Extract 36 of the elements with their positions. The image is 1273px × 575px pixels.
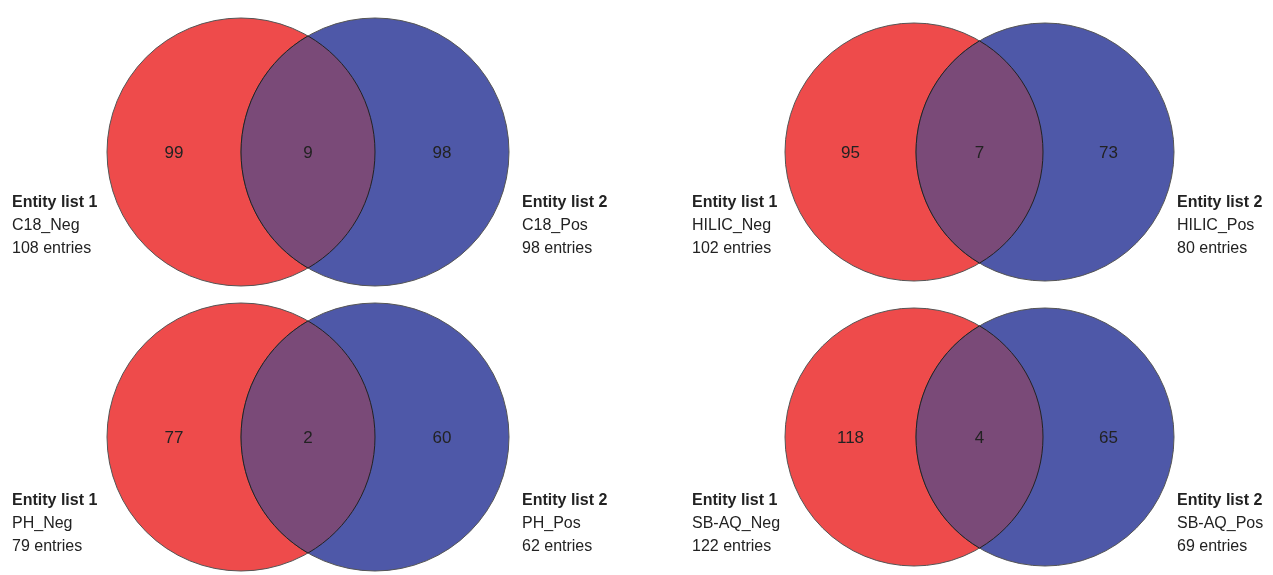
text: HILIC_Pos	[1177, 215, 1255, 234]
text: Entity list 2	[522, 192, 608, 210]
data-label: 99	[164, 142, 184, 162]
data-label: 73	[1099, 142, 1118, 162]
text: 69 entries	[1177, 536, 1248, 554]
text: 108 entries	[12, 238, 92, 256]
text: Entity list 1	[12, 490, 98, 508]
text: 98 entries	[522, 238, 593, 256]
text: SB-AQ_Pos	[1177, 513, 1264, 532]
text: Entity list 2	[1177, 490, 1263, 508]
data-label: 4	[974, 427, 985, 447]
text: Entity list 2	[522, 490, 608, 508]
data-label: 2	[303, 427, 313, 447]
text: 102 entries	[692, 238, 772, 256]
text: Entity list 1	[12, 192, 98, 210]
text: PH_Pos	[522, 513, 581, 532]
data-label: 60	[432, 427, 452, 447]
text: 62 entries	[522, 536, 593, 554]
data-label: 98	[432, 142, 452, 162]
text: Entity list 2	[1177, 192, 1263, 210]
text: 122 entries	[692, 536, 772, 554]
text: C18_Pos	[522, 215, 588, 234]
text: Entity list 1	[692, 490, 778, 508]
data-label: 118	[836, 427, 865, 447]
data-label: 77	[164, 427, 184, 447]
text: PH_Neg	[12, 513, 73, 532]
data-label: 65	[1099, 427, 1118, 447]
data-label: 7	[974, 142, 985, 162]
text: C18_Neg	[12, 215, 80, 234]
data-label: 95	[841, 142, 860, 162]
text: 79 entries	[12, 536, 83, 554]
data-label: 9	[303, 142, 313, 162]
text: Entity list 1	[692, 192, 778, 210]
text: SB-AQ_Neg	[692, 513, 781, 532]
text: 80 entries	[1177, 238, 1248, 256]
text: HILIC_Neg	[692, 215, 772, 234]
